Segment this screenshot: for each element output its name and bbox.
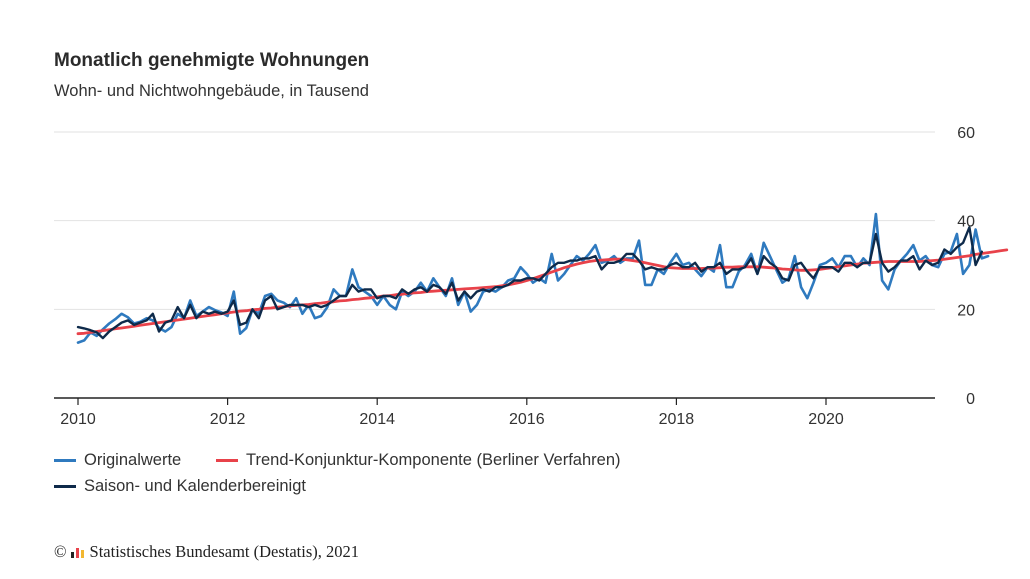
series-line-adjusted	[76, 226, 983, 340]
chart-subtitle: Wohn- und Nichtwohngebäude, in Tausend	[54, 82, 369, 100]
source-text: Statistisches Bundesamt (Destatis), 2021	[89, 542, 360, 561]
x-tick-label: 2018	[659, 411, 695, 428]
x-tick-label: 2010	[60, 411, 96, 428]
legend-label-trend: Trend-Konjunktur-Komponente (Berliner Ve…	[246, 451, 621, 469]
legend-item-trend[interactable]: Trend-Konjunktur-Komponente (Berliner Ve…	[216, 451, 621, 470]
legend-swatch-adjusted	[54, 485, 76, 488]
x-tick-label: 2012	[210, 411, 246, 428]
series-lines	[76, 212, 1009, 344]
y-tick-label: 20	[957, 302, 975, 319]
copyright-symbol: ©	[54, 542, 67, 561]
chart-title: Monatlich genehmigte Wohnungen	[54, 50, 370, 71]
grid-lines	[54, 131, 935, 310]
destatis-logo-icon	[70, 548, 84, 558]
y-axis-ticks: 0 20 40 60	[957, 125, 975, 408]
y-tick-label: 40	[957, 214, 975, 231]
y-tick-label: 0	[966, 391, 975, 408]
legend-item-adjusted[interactable]: Saison- und Kalenderbereinigt	[54, 477, 306, 496]
x-tick-label: 2016	[509, 411, 545, 428]
x-tick-label: 2020	[808, 411, 844, 428]
legend-swatch-trend	[216, 459, 238, 462]
legend-item-original[interactable]: Originalwerte	[54, 451, 181, 470]
legend-label-adjusted: Saison- und Kalenderbereinigt	[84, 477, 306, 495]
x-axis: 2010 2012 2014 2016 2018 2020	[54, 397, 935, 428]
x-tick-label: 2014	[359, 411, 395, 428]
y-tick-label: 60	[957, 125, 975, 142]
legend-label-original: Originalwerte	[84, 451, 182, 469]
source-footer: © Statistisches Bundesamt (Destatis), 20…	[54, 542, 359, 562]
legend-swatch-original	[54, 459, 76, 462]
